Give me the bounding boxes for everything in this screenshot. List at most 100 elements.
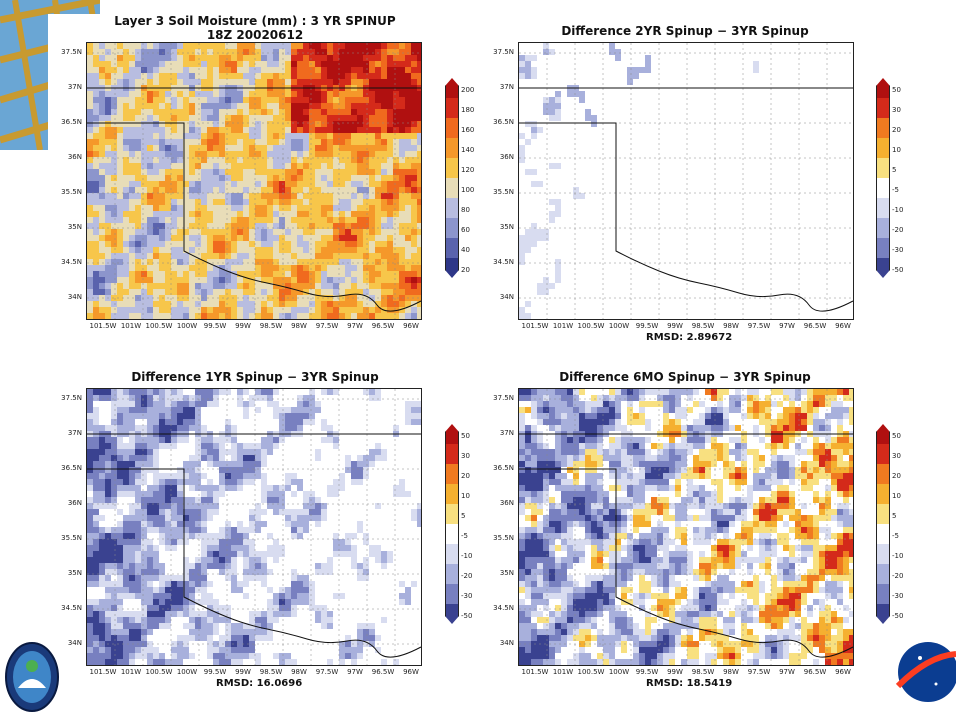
colorbar-swatch xyxy=(445,484,459,504)
longitude-tick-label: 101.5W xyxy=(89,322,117,330)
colorbar-swatch xyxy=(445,258,459,278)
colorbar-swatch xyxy=(876,604,890,624)
colorbar-swatch xyxy=(876,78,890,98)
latitude-tick-label: 36.5N xyxy=(61,464,82,472)
latitude-tick-label: 37.5N xyxy=(493,394,514,402)
colorbar-label: -50 xyxy=(461,612,473,620)
longitude-tick-label: 97.5W xyxy=(747,668,771,676)
longitude-tick-label: 101.5W xyxy=(521,668,549,676)
colorbar-swatch xyxy=(445,218,459,238)
colorbar-swatch xyxy=(445,604,459,624)
latitude-tick-label: 35.5N xyxy=(493,188,514,196)
colorbar-swatch xyxy=(445,138,459,158)
difference-map-2yr xyxy=(518,42,854,320)
longitude-tick-label: 98.5W xyxy=(259,668,283,676)
colorbar-swatch xyxy=(876,564,890,584)
colorbar-label: -10 xyxy=(892,206,904,214)
longitude-tick-label: 100.5W xyxy=(145,322,173,330)
longitude-tick-label: 98W xyxy=(723,668,739,676)
colorbar-swatch xyxy=(445,504,459,524)
colorbar-swatch xyxy=(445,98,459,118)
longitude-tick-label: 97W xyxy=(347,322,363,330)
latitude-tick-label: 36N xyxy=(67,499,82,507)
colorbar-swatch xyxy=(876,218,890,238)
longitude-tick-label: 96.5W xyxy=(371,668,395,676)
latitude-tick-label: 35N xyxy=(499,223,514,231)
longitude-tick-label: 96.5W xyxy=(371,322,395,330)
latitude-tick-label: 34N xyxy=(499,293,514,301)
latitude-tick-label: 36.5N xyxy=(493,464,514,472)
colorbar-swatch xyxy=(876,158,890,178)
longitude-tick-label: 98.5W xyxy=(691,322,715,330)
colorbar-label: 180 xyxy=(461,106,475,114)
latitude-tick-label: 37N xyxy=(499,429,514,437)
latitude-tick-label: 34.5N xyxy=(61,258,82,266)
latitude-tick-label: 35.5N xyxy=(61,188,82,196)
colorbar-label: 5 xyxy=(892,512,897,520)
longitude-tick-label: 100.5W xyxy=(145,668,173,676)
longitude-tick-label: 100.5W xyxy=(577,668,605,676)
colorbar-swatch xyxy=(876,98,890,118)
colorbar-label: -5 xyxy=(892,186,899,194)
colorbar-swatch xyxy=(876,198,890,218)
globe-grid-icon xyxy=(0,0,100,150)
colorbar-swatch xyxy=(876,504,890,524)
colorbar xyxy=(445,78,459,278)
colorbar-swatch xyxy=(876,238,890,258)
colorbar-label: -10 xyxy=(892,552,904,560)
colorbar-label: 5 xyxy=(461,512,466,520)
difference-map-6mo xyxy=(518,388,854,666)
latitude-tick-label: 34N xyxy=(67,293,82,301)
soil-moisture-map xyxy=(86,42,422,320)
colorbar-label: -5 xyxy=(892,532,899,540)
colorbar-swatch xyxy=(445,524,459,544)
latitude-tick-label: 36N xyxy=(67,153,82,161)
colorbar-label: 30 xyxy=(461,452,470,460)
colorbar-label: 20 xyxy=(461,266,470,274)
difference-map-1yr xyxy=(86,388,422,666)
latitude-tick-label: 37.5N xyxy=(61,394,82,402)
colorbar-label: -5 xyxy=(461,532,468,540)
colorbar-label: 20 xyxy=(892,472,901,480)
latitude-tick-label: 35N xyxy=(67,569,82,577)
colorbar-label: 80 xyxy=(461,206,470,214)
colorbar-swatch xyxy=(876,524,890,544)
longitude-tick-label: 98.5W xyxy=(259,322,283,330)
colorbar-swatch xyxy=(876,424,890,444)
latitude-tick-label: 37.5N xyxy=(493,48,514,56)
longitude-tick-label: 100W xyxy=(176,668,198,676)
longitude-tick-label: 100W xyxy=(608,322,630,330)
colorbar-label: -50 xyxy=(892,612,904,620)
latitude-tick-label: 34N xyxy=(499,639,514,647)
rmsd-value: RMSD: 2.89672 xyxy=(646,332,733,343)
colorbar xyxy=(876,424,890,624)
colorbar-swatch xyxy=(445,158,459,178)
latitude-tick-label: 37N xyxy=(67,83,82,91)
latitude-tick-label: 35N xyxy=(499,569,514,577)
colorbar-label: 30 xyxy=(892,106,901,114)
colorbar-label: 50 xyxy=(461,432,470,440)
longitude-tick-label: 99W xyxy=(667,322,683,330)
latitude-tick-label: 34N xyxy=(67,639,82,647)
colorbar-swatch xyxy=(445,198,459,218)
longitude-tick-label: 99.5W xyxy=(635,668,659,676)
colorbar-label: 10 xyxy=(461,492,470,500)
colorbar-label: 10 xyxy=(892,492,901,500)
colorbar-swatch xyxy=(445,238,459,258)
colorbar-swatch xyxy=(445,424,459,444)
longitude-tick-label: 98W xyxy=(291,322,307,330)
longitude-tick-label: 96W xyxy=(835,322,851,330)
panel-title: Difference 6MO Spinup − 3YR Spinup xyxy=(559,370,811,384)
colorbar xyxy=(876,78,890,278)
colorbar-label: 160 xyxy=(461,126,475,134)
latitude-tick-label: 35N xyxy=(67,223,82,231)
longitude-tick-label: 101.5W xyxy=(89,668,117,676)
longitude-tick-label: 99.5W xyxy=(203,322,227,330)
colorbar-label: 50 xyxy=(892,432,901,440)
longitude-tick-label: 99W xyxy=(235,322,251,330)
longitude-tick-label: 97.5W xyxy=(747,322,771,330)
latitude-tick-label: 36.5N xyxy=(61,118,82,126)
colorbar-swatch xyxy=(445,78,459,98)
colorbar-label: -30 xyxy=(461,592,473,600)
latitude-tick-label: 34.5N xyxy=(493,258,514,266)
